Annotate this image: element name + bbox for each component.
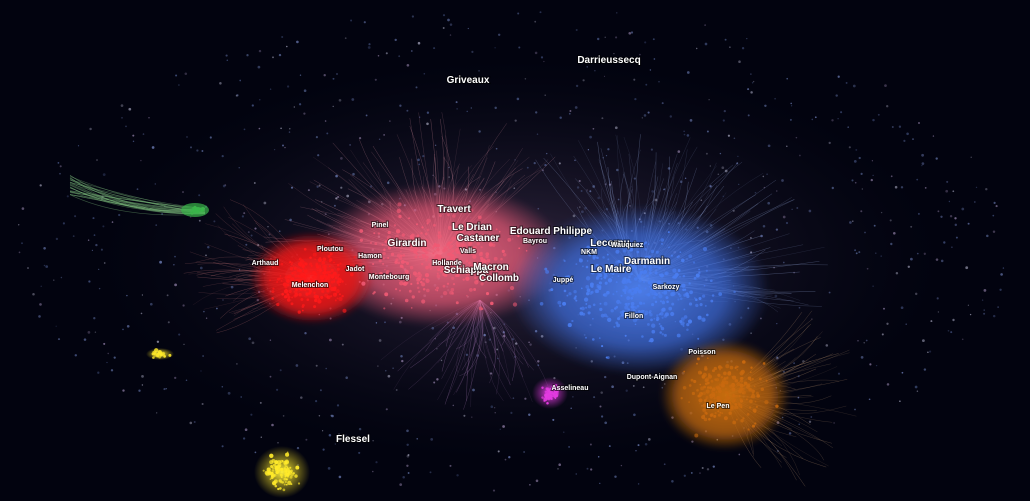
cluster-flessel xyxy=(254,446,310,498)
label-castaner: Castaner xyxy=(457,233,500,244)
label-valls: Valls xyxy=(460,248,476,255)
label-edouard-philippe: Edouard Philippe xyxy=(510,226,593,237)
label-dupont-aignan: Dupont-Aignan xyxy=(627,374,678,381)
label-darmanin: Darmanin xyxy=(624,256,670,267)
label-poisson: Poisson xyxy=(688,349,715,356)
label-juppe: Juppé xyxy=(553,277,574,284)
label-le-drian: Le Drian xyxy=(452,222,492,233)
label-nkm: NKM xyxy=(581,249,597,256)
label-lecornu: Lecornu xyxy=(590,238,629,249)
label-le-pen: Le Pen xyxy=(707,403,730,410)
label-montebourg: Montebourg xyxy=(369,274,409,281)
label-ploutou: Ploutou xyxy=(317,246,343,253)
label-pinel: Pinel xyxy=(372,222,389,229)
label-le-maire: Le Maire xyxy=(591,264,632,275)
label-fillon: Fillon xyxy=(625,313,644,320)
label-schiappa: Schiappa xyxy=(444,265,489,276)
label-arthaud: Arthaud xyxy=(252,260,279,267)
label-hamon: Hamon xyxy=(358,253,382,260)
cluster-rn xyxy=(660,340,790,450)
cluster-nodes xyxy=(151,202,779,492)
label-sarkozy: Sarkozy xyxy=(653,284,680,291)
label-asselineau: Asselineau xyxy=(552,385,589,392)
label-bayrou: Bayrou xyxy=(523,238,547,245)
label-hollande: Hollande xyxy=(432,260,462,267)
label-travert: Travert xyxy=(437,204,471,215)
label-girardin: Girardin xyxy=(388,238,427,249)
label-jadot: Jadot xyxy=(346,266,365,273)
label-collomb: Collomb xyxy=(479,273,519,284)
label-darrieussecq: Darrieussecq xyxy=(577,55,640,66)
node-labels: Darrieussecq Griveaux Travert Le Drian C… xyxy=(251,54,731,446)
label-wauquiez: Wauquiez xyxy=(611,242,644,249)
label-griveaux: Griveaux xyxy=(447,75,490,86)
label-flessel: Flessel xyxy=(336,434,370,445)
cluster-melenchon xyxy=(250,232,374,324)
label-melenchon: Melenchon xyxy=(292,282,329,289)
label-macron: Macron xyxy=(473,262,509,273)
